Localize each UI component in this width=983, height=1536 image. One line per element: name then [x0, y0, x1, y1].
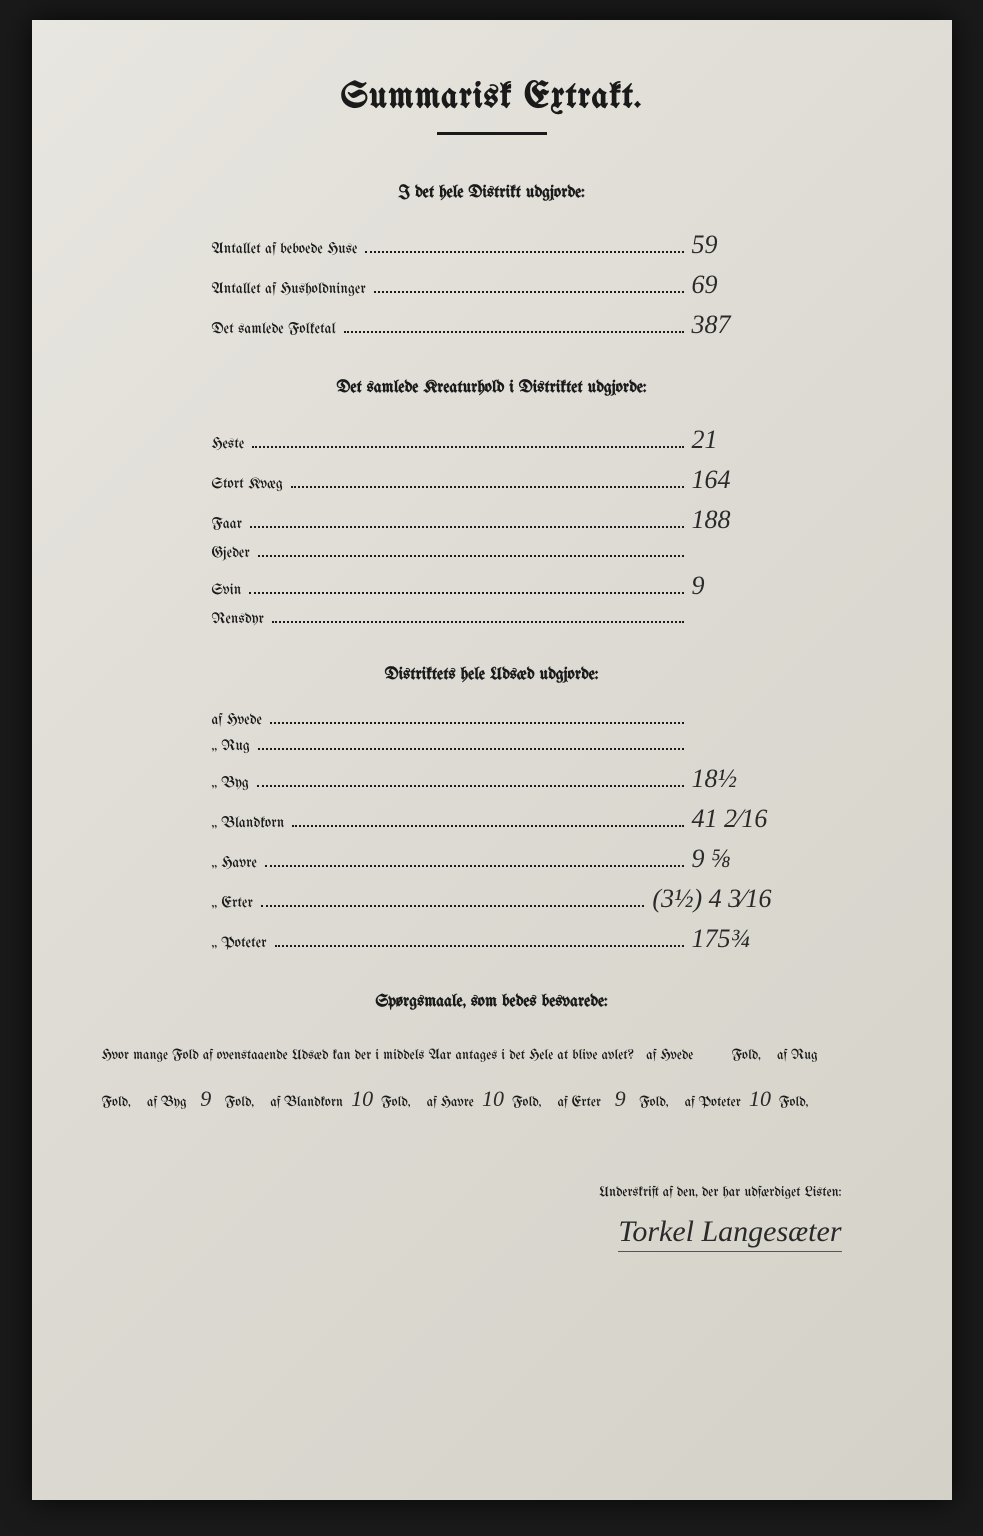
fold-crop: af Poteter: [685, 1095, 741, 1110]
data-row: Det samlede Folketal 387: [212, 310, 772, 340]
data-row: Heste 21: [212, 425, 772, 455]
fold-crop: af Rug: [777, 1048, 818, 1063]
data-row: Antallet af Husholdninger 69: [212, 270, 772, 300]
data-row: „ Havre 9 ⅝: [212, 844, 772, 874]
fold-value: 10: [347, 1073, 377, 1126]
row-label: „ Poteter: [212, 935, 267, 951]
row-value: 18½: [692, 764, 772, 794]
row-value: 41 2⁄16: [692, 804, 772, 834]
row-label: „ Byg: [212, 775, 249, 791]
data-row: Faar 188: [212, 505, 772, 535]
row-value: (3½) 4 3⁄16: [652, 884, 771, 914]
row-value: 175¾: [692, 924, 772, 954]
signature-block: Underskrift af den, der har udfærdiget L…: [102, 1185, 882, 1252]
row-label: Antallet af Husholdninger: [212, 281, 366, 297]
questions-intro: Hvor mange Fold af ovenstaaende Udsæd ka…: [102, 1048, 634, 1063]
leader-dots: [252, 446, 683, 448]
section3-header: Distriktets hele Udsæd udgjorde:: [102, 667, 882, 684]
fold-value: 9: [605, 1073, 635, 1126]
leader-dots: [374, 291, 684, 293]
leader-dots: [272, 621, 684, 623]
fold-value: 9: [191, 1073, 221, 1126]
signature-label: Underskrift af den, der har udfærdiget L…: [102, 1185, 842, 1200]
fold-word: Fold,: [381, 1095, 410, 1110]
row-label: „ Blandkorn: [212, 815, 285, 831]
section1-body: Antallet af beboede Huse 59 Antallet af …: [212, 230, 772, 340]
fold-value: 10: [478, 1073, 508, 1126]
data-row: „ Rug: [212, 738, 772, 754]
fold-crop: af Byg: [147, 1095, 187, 1110]
leader-dots: [258, 748, 684, 750]
leader-dots: [250, 526, 683, 528]
row-label: Det samlede Folketal: [212, 321, 336, 337]
fold-word: Fold,: [512, 1095, 541, 1110]
row-value: 188: [692, 505, 772, 535]
section2-body: Heste 21 Stort Kvæg 164 Faar 188 Gjeder …: [212, 425, 772, 627]
fold-crop: af Hvede: [646, 1048, 693, 1063]
row-label: „ Erter: [212, 895, 253, 911]
leader-dots: [257, 785, 684, 787]
section3-body: af Hvede „ Rug „ Byg 18½ „ Blandkorn 41 …: [212, 712, 772, 954]
leader-dots: [265, 865, 684, 867]
row-value: 164: [692, 465, 772, 495]
row-label: Svin: [212, 582, 242, 598]
data-row: Gjeder: [212, 545, 772, 561]
section1-header: I det hele Distrikt udgjorde:: [102, 185, 882, 202]
leader-dots: [365, 251, 683, 253]
data-row: „ Byg 18½: [212, 764, 772, 794]
row-label: Antallet af beboede Huse: [212, 241, 358, 257]
row-label: „ Havre: [212, 855, 257, 871]
leader-dots: [261, 905, 644, 907]
leader-dots: [258, 555, 684, 557]
data-row: Antallet af beboede Huse 59: [212, 230, 772, 260]
data-row: „ Blandkorn 41 2⁄16: [212, 804, 772, 834]
questions-header: Spørgsmaale, som bedes besvarede:: [102, 994, 882, 1011]
row-label: Heste: [212, 436, 245, 452]
row-label: Faar: [212, 516, 243, 532]
questions-body: Hvor mange Fold af ovenstaaende Udsæd ka…: [102, 1039, 882, 1125]
signature-name: Torkel Langesæter: [618, 1215, 841, 1252]
row-value: 21: [692, 425, 772, 455]
data-row: af Hvede: [212, 712, 772, 728]
data-row: Stort Kvæg 164: [212, 465, 772, 495]
leader-dots: [275, 945, 684, 947]
leader-dots: [292, 825, 683, 827]
data-row: Svin 9: [212, 571, 772, 601]
fold-crop: af Blandkorn: [270, 1095, 343, 1110]
fold-crop: af Havre: [427, 1095, 474, 1110]
data-row: „ Poteter 175¾: [212, 924, 772, 954]
data-row: Rensdyr: [212, 611, 772, 627]
fold-word: Fold,: [102, 1095, 131, 1110]
title-rule: [437, 132, 547, 135]
page-title: Summarisk Extrakt.: [102, 80, 882, 117]
row-value: 9 ⅝: [692, 844, 772, 874]
row-value: 59: [692, 230, 772, 260]
data-row: „ Erter (3½) 4 3⁄16: [212, 884, 772, 914]
fold-crop: af Erter: [558, 1095, 601, 1110]
row-value: 9: [692, 571, 772, 601]
row-value: 387: [692, 310, 772, 340]
row-label: af Hvede: [212, 712, 262, 728]
section2-header: Det samlede Kreaturhold i Distriktet udg…: [102, 380, 882, 397]
row-label: Stort Kvæg: [212, 476, 283, 492]
row-label: Gjeder: [212, 545, 250, 561]
row-label: Rensdyr: [212, 611, 264, 627]
leader-dots: [270, 722, 684, 724]
fold-word: Fold,: [779, 1095, 808, 1110]
leader-dots: [291, 486, 684, 488]
row-value: 69: [692, 270, 772, 300]
fold-word: Fold,: [639, 1095, 668, 1110]
fold-value: 10: [745, 1073, 775, 1126]
row-label: „ Rug: [212, 738, 250, 754]
fold-word: Fold,: [225, 1095, 254, 1110]
leader-dots: [344, 331, 684, 333]
document-page: Summarisk Extrakt. I det hele Distrikt u…: [32, 20, 952, 1500]
fold-word: Fold,: [732, 1048, 761, 1063]
leader-dots: [249, 592, 683, 594]
